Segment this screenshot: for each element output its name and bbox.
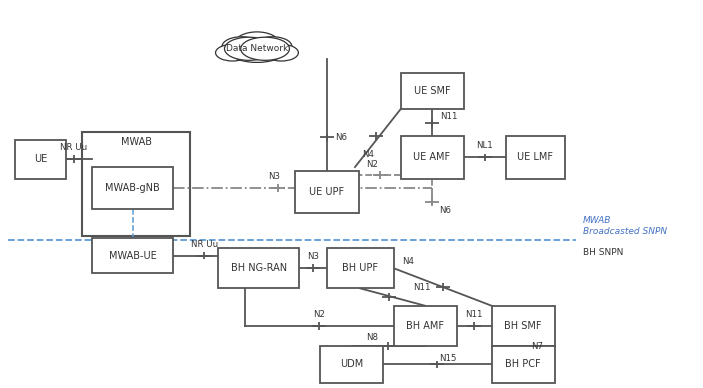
FancyBboxPatch shape	[401, 73, 463, 109]
Text: BH PCF: BH PCF	[505, 359, 541, 369]
FancyBboxPatch shape	[491, 346, 555, 383]
FancyBboxPatch shape	[327, 248, 394, 288]
Ellipse shape	[233, 46, 281, 62]
Text: N7: N7	[531, 342, 543, 351]
Text: BH UPF: BH UPF	[342, 263, 378, 273]
Ellipse shape	[216, 44, 250, 61]
FancyBboxPatch shape	[92, 238, 173, 273]
Text: MWAB: MWAB	[121, 137, 152, 147]
FancyBboxPatch shape	[219, 248, 299, 288]
Text: UE LMF: UE LMF	[517, 152, 553, 163]
Ellipse shape	[224, 37, 273, 60]
Text: UE SMF: UE SMF	[413, 86, 451, 96]
FancyBboxPatch shape	[295, 171, 359, 213]
FancyBboxPatch shape	[92, 167, 173, 210]
Text: N11: N11	[465, 310, 483, 319]
Text: N11: N11	[413, 283, 430, 293]
Ellipse shape	[253, 37, 292, 56]
Text: MWAB-gNB: MWAB-gNB	[105, 183, 160, 193]
Text: UE AMF: UE AMF	[413, 152, 451, 163]
Text: NR Uu: NR Uu	[60, 144, 87, 152]
Text: UE: UE	[34, 154, 47, 165]
Ellipse shape	[240, 37, 290, 60]
FancyBboxPatch shape	[394, 306, 456, 346]
Text: N15: N15	[439, 353, 456, 362]
Text: Data Network: Data Network	[226, 44, 288, 53]
Text: N6: N6	[335, 133, 347, 142]
Text: BH SMF: BH SMF	[504, 321, 542, 331]
Text: N4: N4	[402, 257, 414, 266]
FancyBboxPatch shape	[82, 132, 191, 236]
Ellipse shape	[264, 44, 298, 61]
Text: NR Uu: NR Uu	[191, 240, 218, 249]
Text: N2: N2	[313, 310, 325, 319]
Text: BH NG-RAN: BH NG-RAN	[231, 263, 287, 273]
FancyBboxPatch shape	[15, 140, 66, 178]
FancyBboxPatch shape	[320, 346, 383, 383]
Text: UE UPF: UE UPF	[309, 187, 344, 197]
FancyBboxPatch shape	[505, 136, 565, 178]
Text: N2: N2	[366, 160, 378, 169]
Text: NL1: NL1	[476, 142, 493, 151]
Ellipse shape	[222, 37, 261, 56]
FancyBboxPatch shape	[491, 306, 555, 346]
Text: N3: N3	[307, 252, 319, 261]
Text: N8: N8	[366, 333, 378, 342]
Text: N6: N6	[439, 206, 451, 215]
Text: MWAB
Broadcasted SNPN: MWAB Broadcasted SNPN	[583, 215, 666, 236]
Text: N4: N4	[362, 150, 374, 159]
FancyBboxPatch shape	[401, 136, 463, 178]
Text: BH AMF: BH AMF	[406, 321, 444, 331]
Ellipse shape	[235, 32, 279, 55]
Text: N11: N11	[440, 112, 458, 121]
Text: BH SNPN: BH SNPN	[583, 248, 623, 257]
Text: UDM: UDM	[340, 359, 363, 369]
Text: MWAB-UE: MWAB-UE	[109, 251, 157, 261]
Text: N3: N3	[269, 172, 280, 181]
